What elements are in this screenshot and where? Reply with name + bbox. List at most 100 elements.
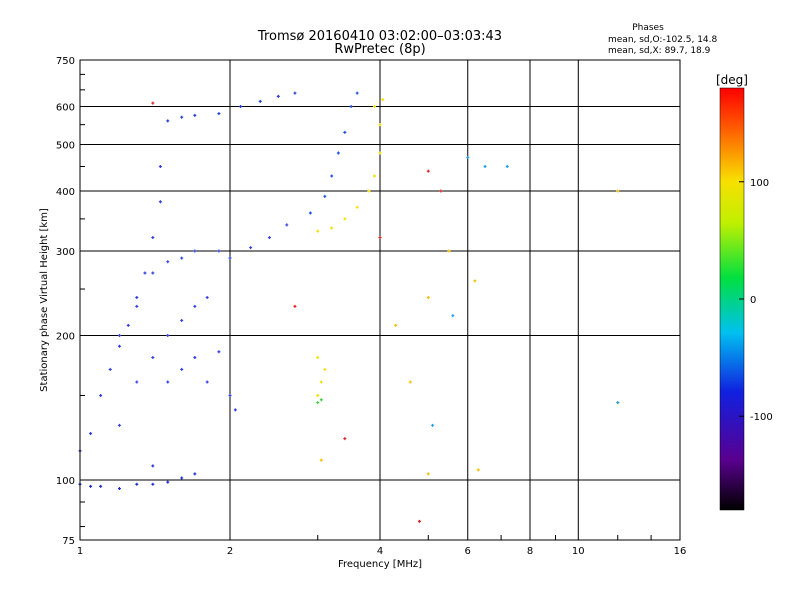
- data-point: [249, 246, 253, 250]
- data-point: [466, 155, 470, 159]
- data-point: [451, 314, 455, 318]
- data-point: [158, 164, 162, 168]
- data-point: [330, 226, 334, 230]
- data-point: [89, 432, 93, 436]
- data-points: [78, 91, 620, 523]
- data-point: [276, 94, 280, 98]
- data-point: [367, 189, 371, 193]
- colorbar-tick-label: -100: [750, 412, 773, 423]
- y-tick-label: 100: [56, 476, 75, 487]
- data-point: [180, 318, 184, 322]
- y-axis-ticks: 75 100 200 300 400 500 600 750: [56, 56, 85, 547]
- data-point: [308, 211, 312, 215]
- data-point: [505, 164, 509, 168]
- data-point: [239, 105, 243, 109]
- data-point: [193, 472, 197, 476]
- data-point: [408, 380, 412, 384]
- data-point: [205, 380, 209, 384]
- data-point: [193, 355, 197, 359]
- data-point: [426, 296, 430, 300]
- data-point: [151, 355, 155, 359]
- data-point: [180, 256, 184, 260]
- data-point: [431, 423, 435, 427]
- data-point: [193, 304, 197, 308]
- data-point: [285, 223, 289, 227]
- chart-subtitle: RwPretec (8p): [334, 42, 425, 57]
- data-point: [126, 323, 130, 327]
- data-point: [151, 482, 155, 486]
- x-tick-label: 16: [674, 546, 687, 557]
- data-point: [135, 482, 139, 486]
- data-point: [166, 480, 170, 484]
- data-point: [426, 169, 430, 173]
- data-point: [193, 113, 197, 117]
- x-tick-label: 1: [77, 546, 83, 557]
- data-point: [417, 519, 421, 523]
- x-tick-label: 4: [377, 546, 383, 557]
- colorbar-label: [deg]: [716, 73, 748, 87]
- data-point: [319, 398, 323, 402]
- data-point: [316, 229, 320, 233]
- y-tick-label: 600: [56, 103, 75, 114]
- data-point: [378, 151, 382, 155]
- x-axis-ticks: 1 2 4 6 8 10 16: [77, 535, 687, 557]
- data-point: [166, 334, 170, 338]
- data-point: [117, 487, 121, 491]
- y-axis-label: Stationary phase Virtual Height [km]: [39, 208, 50, 392]
- data-point: [151, 236, 155, 240]
- plot-frame: [79, 59, 681, 541]
- data-point: [336, 151, 340, 155]
- x-tick-label: 10: [572, 546, 585, 557]
- data-point: [343, 130, 347, 134]
- data-point: [117, 423, 121, 427]
- data-point: [99, 394, 103, 398]
- x-tick-label: 6: [465, 546, 471, 557]
- data-point: [108, 367, 112, 371]
- data-point: [378, 123, 382, 127]
- y-tick-label: 750: [56, 56, 75, 67]
- data-point: [151, 101, 155, 105]
- data-point: [476, 468, 480, 472]
- data-point: [228, 256, 232, 260]
- data-point: [473, 279, 477, 283]
- data-point: [373, 174, 377, 178]
- data-point: [151, 464, 155, 468]
- data-point: [439, 189, 443, 193]
- data-point: [319, 380, 323, 384]
- data-point: [158, 200, 162, 204]
- data-point: [355, 205, 359, 209]
- data-point: [166, 119, 170, 123]
- data-point: [616, 401, 620, 405]
- data-point: [166, 380, 170, 384]
- y-tick-label: 75: [62, 536, 75, 547]
- data-point: [89, 484, 93, 488]
- colorbar-tick-label: 0: [750, 295, 756, 306]
- data-point: [319, 458, 323, 462]
- x-tick-label: 8: [527, 546, 533, 557]
- data-point: [193, 249, 197, 253]
- data-point: [166, 260, 170, 264]
- data-point: [316, 401, 320, 405]
- data-point: [293, 91, 297, 95]
- data-point: [205, 296, 209, 300]
- data-point: [378, 236, 382, 240]
- data-point: [180, 476, 184, 480]
- y-tick-label: 200: [56, 332, 75, 343]
- data-point: [355, 91, 359, 95]
- data-point: [343, 437, 347, 441]
- data-point: [267, 236, 271, 240]
- data-point: [483, 164, 487, 168]
- data-point: [180, 115, 184, 119]
- data-point: [330, 174, 334, 178]
- chart-title: Tromsø 20160410 03:02:00–03:03:43: [257, 29, 502, 44]
- data-point: [293, 304, 297, 308]
- grid-lines: [80, 60, 680, 540]
- data-point: [316, 394, 320, 398]
- y-tick-label: 500: [56, 141, 75, 152]
- stats-line-o: mean, sd,O:-102.5, 14.8: [608, 35, 718, 45]
- data-point: [323, 367, 327, 371]
- data-point: [394, 323, 398, 327]
- data-point: [117, 334, 121, 338]
- data-point: [233, 408, 237, 412]
